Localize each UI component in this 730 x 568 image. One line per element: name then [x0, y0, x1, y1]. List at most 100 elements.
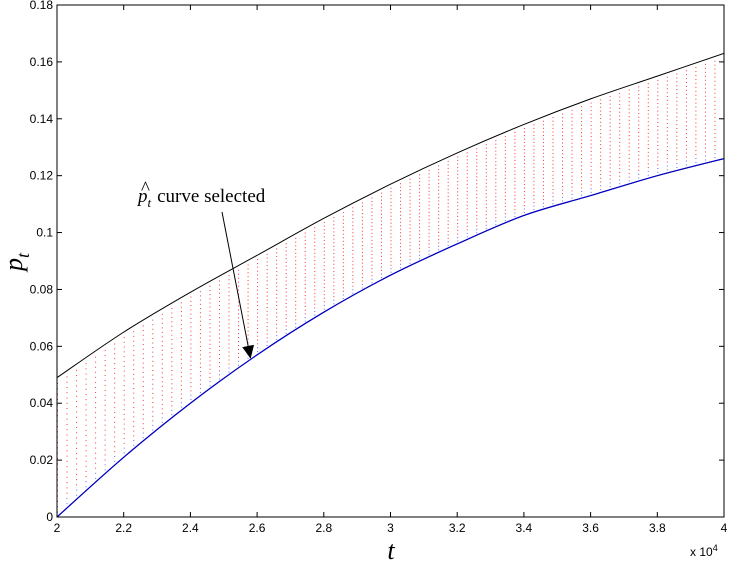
band-dot [447, 160, 449, 162]
band-dot [304, 250, 306, 252]
band-dot [390, 219, 392, 221]
band-dot [295, 274, 297, 276]
band-dot [609, 99, 611, 101]
band-dot [495, 147, 497, 149]
band-dot [228, 327, 230, 329]
band-dot [590, 132, 592, 134]
y-axis-ticks: 00.020.040.060.080.10.120.140.160.18 [30, 0, 724, 524]
band-dot [104, 414, 106, 416]
band-dot [438, 245, 440, 247]
band-dot [400, 260, 402, 262]
band-dot [142, 437, 144, 439]
band-dot [685, 164, 687, 166]
band-dot [171, 347, 173, 349]
band-dot [314, 234, 316, 236]
band-dot [180, 306, 182, 308]
y-tick-label: 0.08 [30, 282, 54, 296]
band-dot [257, 343, 259, 345]
band-dot [609, 163, 611, 165]
band-dot [600, 174, 602, 176]
band-dot [419, 188, 421, 190]
band-dot [562, 113, 564, 115]
band-dot [704, 147, 706, 149]
band-dot [133, 397, 135, 399]
x-axis-ticks: 2 2.2 2.4 2.6 2.8 3 3.2 3.4 3.6 3.8 4 [54, 5, 728, 535]
band-dot [628, 127, 630, 129]
band-dot [342, 219, 344, 221]
band-dot [523, 204, 525, 206]
band-dot [628, 176, 630, 178]
band-dot [218, 353, 220, 355]
band-dot [714, 132, 716, 134]
band-dot [647, 144, 649, 146]
band-dot [666, 134, 668, 136]
band-dot [76, 427, 78, 429]
band-dot [495, 164, 497, 166]
band-dot [695, 130, 697, 132]
band-dot [409, 178, 411, 180]
band-dot [400, 246, 402, 248]
band-dot [333, 288, 335, 290]
band-dot [581, 154, 583, 156]
band-dot [552, 160, 554, 162]
band-dot [657, 137, 659, 139]
band-dot [180, 319, 182, 321]
band-dot [495, 175, 497, 177]
band-dot [323, 258, 325, 260]
band-dot [466, 208, 468, 210]
band-dot [704, 71, 706, 73]
band-dot [199, 291, 201, 293]
band-dot [419, 233, 421, 235]
band-dot [504, 167, 506, 169]
band-dot [171, 370, 173, 372]
band-dot [638, 94, 640, 96]
band-dot [257, 293, 259, 295]
band-dot [657, 133, 659, 135]
band-dot [600, 136, 602, 138]
band-dot [380, 196, 382, 198]
band-dot [133, 354, 135, 356]
band-dot [104, 369, 106, 371]
series-line-selected [57, 158, 724, 517]
band-dot [123, 399, 125, 401]
x-tick-label: 2.6 [249, 521, 266, 535]
band-dot [714, 92, 716, 94]
band-dot [409, 227, 411, 229]
band-dot [266, 303, 268, 305]
band-dot [552, 192, 554, 194]
band-dot [523, 183, 525, 185]
band-dot [276, 267, 278, 269]
band-dot [380, 210, 382, 212]
band-dot [304, 306, 306, 308]
band-dot [304, 313, 306, 315]
band-dot [457, 222, 459, 224]
band-dot [457, 191, 459, 193]
annotation-hat: ^ [141, 178, 150, 199]
band-dot [533, 149, 535, 151]
band-dot [590, 139, 592, 141]
band-dot [323, 297, 325, 299]
band-dot [76, 395, 78, 397]
band-dot [333, 242, 335, 244]
band-dot [171, 387, 173, 389]
band-dot [66, 392, 68, 394]
band-dot [114, 441, 116, 443]
band-dot [257, 297, 259, 299]
band-dot [438, 193, 440, 195]
band-dot [66, 482, 68, 484]
band-dot [161, 345, 163, 347]
band-dot [180, 402, 182, 404]
band-dot [447, 167, 449, 169]
band-dot [342, 269, 344, 271]
band-dot [190, 330, 192, 332]
band-dot [380, 234, 382, 236]
band-dot [218, 288, 220, 290]
band-dot [657, 129, 659, 131]
band-dot [314, 230, 316, 232]
band-dot [476, 169, 478, 171]
band-dot [209, 314, 211, 316]
band-dot [676, 135, 678, 137]
band-dot [438, 179, 440, 181]
band-dot [704, 75, 706, 77]
band-dot [485, 210, 487, 212]
